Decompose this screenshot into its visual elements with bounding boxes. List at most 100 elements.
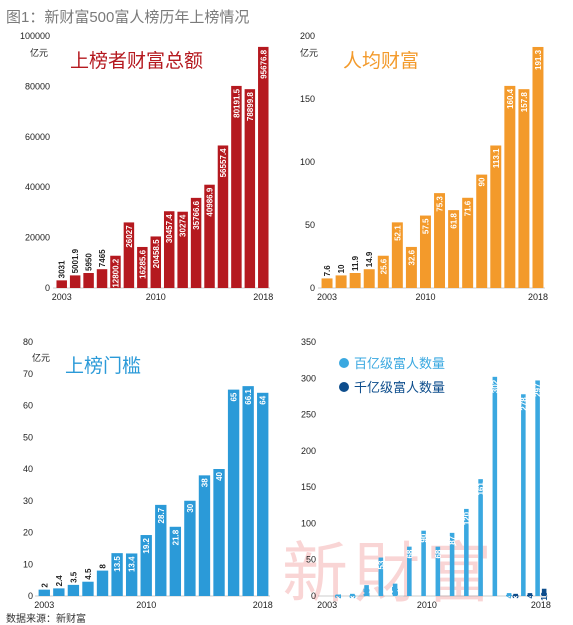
data-label: 12800.2: [111, 258, 120, 287]
bar-billions: [478, 479, 483, 596]
data-label: 16285.6: [138, 249, 147, 278]
bar-billions: [421, 530, 426, 596]
data-label: 17: [391, 586, 400, 595]
data-label: 25.6: [379, 258, 388, 274]
y-tick-label: 80: [23, 337, 33, 347]
bar: [190, 197, 202, 288]
data-label: 68: [405, 549, 414, 558]
y-tick-label: 250: [301, 410, 316, 420]
bar: [155, 504, 167, 596]
bar: [38, 589, 50, 596]
bar: [169, 526, 182, 596]
bar: [53, 588, 65, 596]
bar-billions: [392, 583, 398, 596]
bar: [150, 236, 162, 288]
y-tick-label: 30: [23, 496, 33, 506]
data-label: 87: [448, 535, 457, 544]
y-tick-label: 200: [301, 446, 316, 456]
bar: [184, 500, 196, 596]
bar-billions: [378, 557, 384, 596]
bar-billions: [449, 532, 455, 596]
data-label: 15: [363, 588, 372, 597]
y-tick-label: 50: [305, 220, 315, 230]
x-tick-label: 2003: [317, 292, 337, 302]
x-tick-label: 2003: [317, 600, 337, 610]
bar: [204, 184, 215, 288]
bar: [96, 570, 109, 596]
y-tick-label: 200: [300, 31, 315, 41]
bar: [504, 85, 516, 288]
bar: [434, 193, 446, 288]
y-tick-label: 10: [23, 559, 33, 569]
legend-marker: [339, 382, 349, 392]
y-tick-label: 60: [23, 401, 33, 411]
data-label: 52.1: [393, 225, 402, 241]
bar-billions: [350, 593, 355, 596]
bar: [82, 581, 94, 596]
bar: [377, 255, 389, 288]
bar: [69, 275, 81, 288]
x-tick-label: 2003: [52, 292, 72, 302]
bar: [391, 222, 403, 288]
bar: [231, 85, 242, 288]
data-label: 160.4: [506, 88, 515, 109]
x-tick-label: 2010: [415, 292, 435, 302]
data-label: 56557.4: [219, 148, 228, 177]
bar: [96, 269, 108, 288]
x-tick-label: 2018: [253, 600, 273, 610]
x-tick-label: 2018: [253, 292, 273, 302]
bar: [110, 255, 121, 288]
chart-title: 上榜门槛: [65, 355, 141, 377]
y-tick-label: 0: [28, 591, 33, 601]
data-label: 75.3: [436, 196, 445, 212]
data-label: 302: [491, 379, 500, 393]
y-tick-label: 350: [301, 337, 316, 347]
y-tick-label: 0: [311, 591, 316, 601]
bar-billions: [521, 394, 526, 596]
data-label: 30457.4: [165, 214, 174, 243]
data-label: 26027: [125, 225, 134, 248]
bar: [532, 46, 544, 288]
y-unit-label: 亿元: [30, 47, 48, 58]
bar: [258, 46, 269, 288]
y-tick-label: 60000: [25, 132, 50, 142]
bar: [163, 211, 175, 288]
bar: [349, 273, 361, 288]
bar: [111, 553, 123, 596]
watermark-logo: 新財富: [282, 535, 498, 612]
bar: [335, 275, 347, 288]
data-label: 3.5: [69, 571, 78, 583]
x-tick-label: 2010: [136, 600, 156, 610]
y-tick-label: 150: [301, 482, 316, 492]
bar-billions: [364, 585, 369, 596]
bar: [213, 469, 225, 596]
data-label: 5950: [85, 253, 94, 271]
data-label: 10: [337, 264, 346, 273]
bar-billions: [435, 546, 441, 596]
data-label: 53: [377, 560, 386, 569]
bar: [227, 389, 240, 596]
data-label: 40986.9: [206, 187, 215, 216]
bar: [476, 174, 488, 288]
data-label: 80191.5: [232, 88, 241, 117]
data-label: 5001.9: [71, 248, 80, 273]
bar: [198, 475, 211, 596]
bar: [242, 386, 254, 596]
data-label: 19.2: [142, 537, 151, 553]
legend-marker: [339, 358, 349, 368]
data-label: 157.8: [520, 92, 529, 113]
x-tick-label: 2010: [146, 292, 166, 302]
bar-billions: [464, 508, 469, 596]
bar-billions: [407, 546, 412, 596]
data-label: 68: [434, 549, 443, 558]
data-label: 2: [334, 593, 343, 598]
data-label: 65: [230, 392, 239, 401]
y-tick-label: 100: [301, 518, 316, 528]
bar: [462, 197, 474, 288]
y-tick-label: 40000: [25, 182, 50, 192]
y-unit-label: 亿元: [32, 352, 50, 363]
bar: [257, 392, 269, 596]
y-tick-label: 20: [23, 528, 33, 538]
data-label: 57.5: [421, 218, 430, 234]
